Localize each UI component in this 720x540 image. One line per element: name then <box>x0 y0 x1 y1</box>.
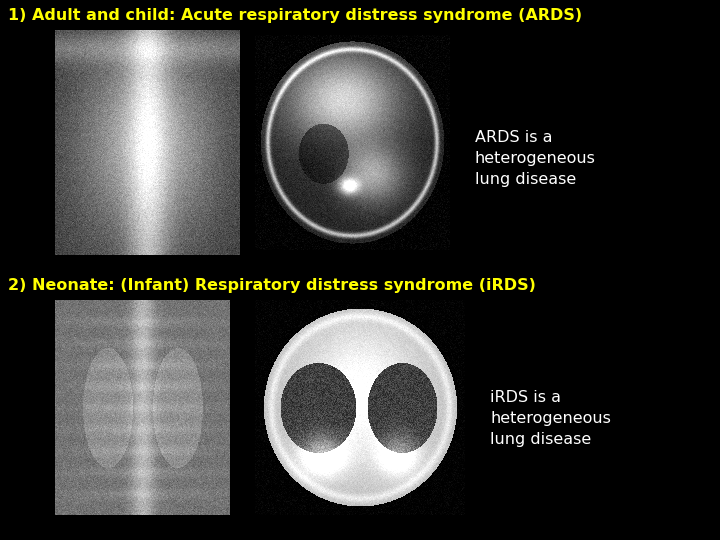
Text: 1) Adult and child: Acute respiratory distress syndrome (ARDS): 1) Adult and child: Acute respiratory di… <box>8 8 582 23</box>
Text: ARDS is a
heterogeneous
lung disease: ARDS is a heterogeneous lung disease <box>475 130 596 187</box>
Text: 2) Neonate: (Infant) Respiratory distress syndrome (iRDS): 2) Neonate: (Infant) Respiratory distres… <box>8 278 536 293</box>
Text: iRDS is a
heterogeneous
lung disease: iRDS is a heterogeneous lung disease <box>490 390 611 447</box>
